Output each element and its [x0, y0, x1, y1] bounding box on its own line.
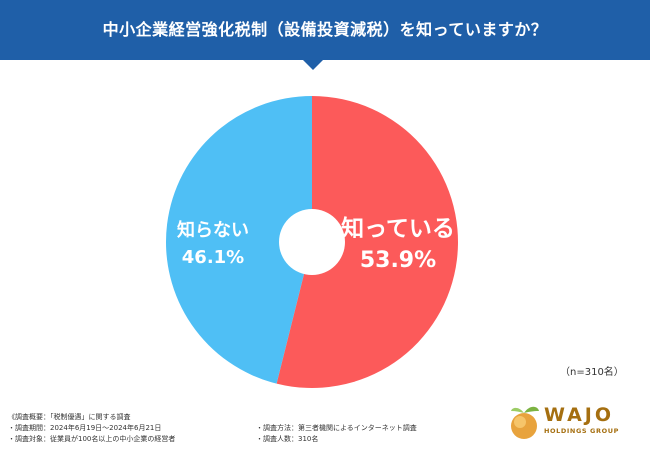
survey-period: ・調査期間：2024年6月19日～2024年6月21日	[8, 424, 162, 432]
logo-subtitle: HOLDINGS GROUP	[544, 427, 619, 435]
header-banner	[0, 0, 650, 60]
logo-mark-icon	[511, 406, 539, 439]
slice-label-known: 知っている	[341, 215, 455, 242]
donut-hole	[279, 209, 345, 275]
pie-slice-unknown	[165, 95, 312, 384]
logo-wordmark: WAJO	[544, 404, 615, 426]
survey-count: ・調査人数：310名	[256, 435, 319, 443]
slice-value-known: 53.9%	[360, 248, 436, 273]
company-logo: WAJO HOLDINGS GROUP	[506, 400, 630, 444]
slice-label-unknown: 知らない	[177, 219, 249, 241]
pie-slice-known	[276, 96, 458, 388]
sample-size-note: （n=310名）	[560, 367, 624, 378]
page-title: 中小企業経営強化税制（設備投資減税）を知っていますか？	[102, 20, 548, 39]
survey-method: ・調査方法：第三者機関によるインターネット調査	[256, 424, 417, 432]
slice-value-unknown: 46.1%	[182, 247, 244, 268]
survey-overview: 《調査概要：「税制優遇」に関する調査	[8, 413, 131, 421]
survey-target: ・調査対象：従業員が100名以上の中小企業の経営者	[8, 435, 176, 443]
banner-pointer	[302, 59, 324, 70]
